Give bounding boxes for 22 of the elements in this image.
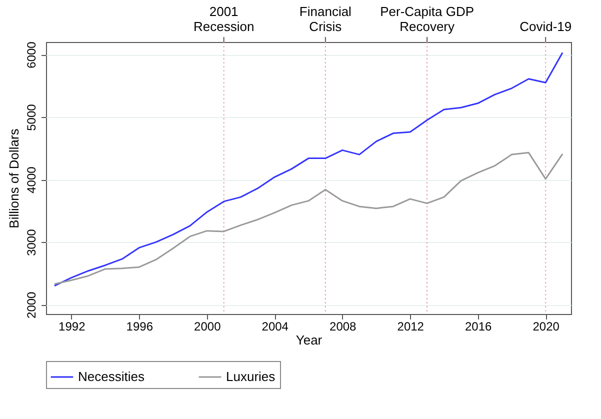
y-tick-label: 4000	[24, 166, 38, 194]
legend-label: Necessities	[78, 369, 145, 384]
y-tick-label: 6000	[24, 41, 38, 68]
x-tick-label: 1992	[58, 320, 86, 334]
ref-line-label: Covid-19	[520, 19, 572, 34]
ref-line-label: 2001 Recession	[193, 4, 254, 34]
legend-label: Luxuries	[226, 369, 276, 384]
x-tick-label: 1996	[126, 320, 154, 334]
x-tick-label: 2016	[465, 320, 492, 334]
x-tick-label: 2012	[397, 320, 424, 334]
y-tick-label: 5000	[24, 104, 38, 131]
ref-line-label: Per-Capita GDP Recovery	[380, 4, 474, 34]
y-tick-label: 3000	[24, 228, 38, 256]
line-series	[54, 152, 564, 285]
ref-line-label: Financial Crisis	[299, 4, 352, 34]
x-tick-label: 2000	[194, 320, 222, 334]
x-tick-label: 2020	[532, 320, 560, 334]
line-series	[54, 52, 564, 287]
y-axis-title: Billions of Dollars	[6, 128, 22, 228]
x-axis-title: Year	[296, 332, 323, 348]
x-tick-label: 2004	[262, 320, 289, 334]
x-tick-label: 2008	[330, 320, 357, 334]
